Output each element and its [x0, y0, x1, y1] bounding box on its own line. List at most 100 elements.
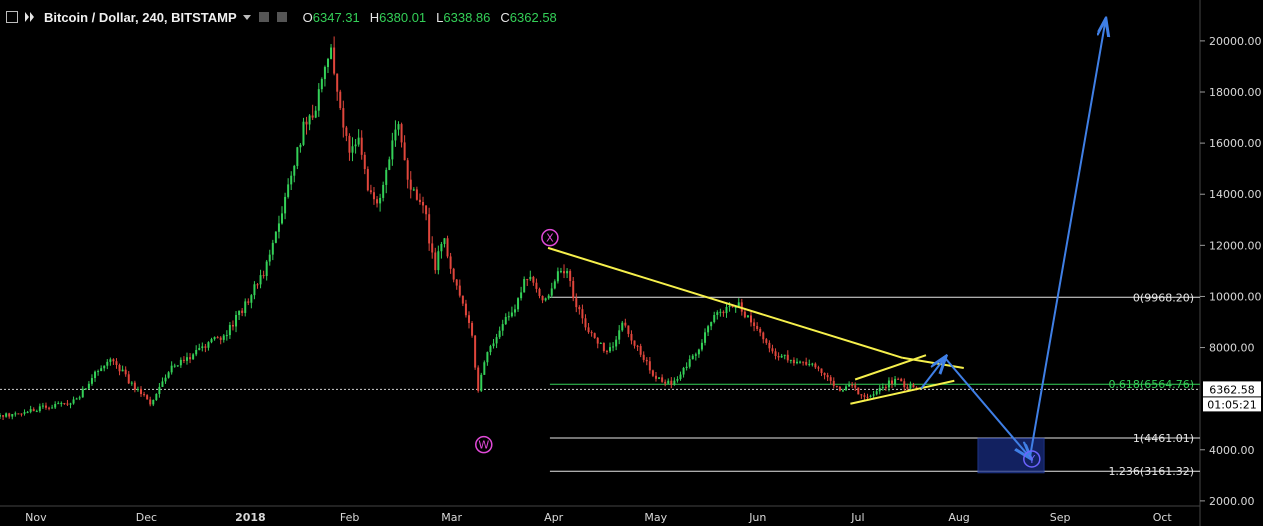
candle-body [538, 288, 541, 296]
symbol-logo-icon [25, 12, 34, 22]
settings-square-icon[interactable] [258, 12, 269, 22]
candle-body [602, 342, 605, 351]
candle-body [722, 311, 725, 314]
x-tick-label: Feb [340, 511, 359, 524]
x-tick-label: Mar [441, 511, 462, 524]
candle-body [0, 415, 1, 417]
candle-body [185, 357, 188, 361]
candle-body [308, 115, 311, 125]
candle-body [510, 312, 513, 317]
candle-body [464, 303, 467, 316]
candle-body [109, 359, 112, 362]
candle-body [759, 328, 762, 333]
candle-body [728, 305, 731, 308]
candle-body [440, 244, 443, 252]
candle-body [599, 342, 602, 344]
candle-body [881, 387, 884, 389]
candle-body [541, 295, 544, 301]
symbol-title[interactable]: Bitcoin / Dollar, 240, BITSTAMP [44, 9, 237, 25]
candle-body [90, 378, 93, 384]
candle-body [176, 365, 179, 367]
candle-body [207, 342, 210, 348]
candle-body [596, 337, 599, 344]
y-tick-label: 20000.00 [1209, 35, 1262, 48]
wave-label-text: W [478, 439, 489, 452]
candle-body [72, 399, 75, 404]
candle-body [219, 337, 222, 340]
candle-body [124, 369, 127, 375]
y-tick-label: 10000.00 [1209, 290, 1262, 303]
candle-body [446, 238, 449, 257]
candle-body [394, 129, 397, 141]
candle-body [336, 73, 339, 92]
candle-body [302, 121, 305, 145]
candle-body [817, 367, 820, 369]
candle-body [630, 333, 633, 341]
candle-body [412, 189, 415, 191]
candle-body [612, 346, 615, 348]
x-tick-label: Oct [1153, 511, 1173, 524]
fib-levels[interactable]: 0(9968.20) 0.618(6564.76) 1(4461.01) 1.236(… [549, 291, 1200, 478]
candle-body [875, 391, 878, 395]
candle-body [38, 406, 41, 412]
candle-body [587, 327, 590, 333]
trendline[interactable] [547, 246, 903, 359]
candle-body [633, 340, 636, 346]
candle-body [621, 322, 624, 331]
candle-body [860, 394, 863, 396]
candle-body [884, 387, 887, 389]
candle-body [734, 307, 737, 309]
time-axis[interactable]: Nov Dec 2018 Feb Mar Apr May Jun Jul Aug Sep Oct [25, 511, 1172, 524]
candle-body [164, 377, 167, 382]
settings-square-icon-2[interactable] [276, 12, 287, 22]
candle-body [777, 356, 780, 358]
candle-body [284, 196, 287, 214]
candle-body [593, 333, 596, 338]
candle-body [838, 386, 841, 391]
projection-arrows[interactable] [920, 20, 1106, 458]
candle-body [290, 175, 293, 185]
candle-body [259, 275, 262, 285]
candle-body [179, 359, 182, 366]
fib-label: 0(9968.20) [1133, 291, 1194, 304]
candle-body [851, 384, 854, 386]
collapse-icon[interactable] [6, 11, 18, 23]
candle-body [434, 252, 437, 271]
candle-body [520, 292, 523, 299]
candle-body [737, 302, 740, 308]
candle-body [323, 67, 326, 80]
candle-body [529, 276, 532, 280]
candle-body [437, 251, 440, 271]
candle-body [455, 279, 458, 286]
candle-body [704, 332, 707, 343]
wave-label-text: X [546, 232, 554, 245]
candle-body [661, 377, 664, 382]
candle-body [590, 332, 593, 334]
candle-body [418, 199, 421, 203]
candle-body [458, 285, 461, 296]
candle-body [379, 197, 382, 204]
candle-body [544, 298, 547, 301]
candle-body [452, 268, 455, 280]
trendline[interactable] [854, 354, 927, 381]
price-tag-bg [1203, 381, 1261, 397]
projection-arrow[interactable] [920, 358, 945, 390]
projection-arrow[interactable] [1028, 20, 1106, 458]
candle-body [231, 325, 234, 327]
candle-body [569, 271, 572, 281]
candle-body [112, 359, 115, 362]
candle-body [679, 374, 682, 380]
candle-body [762, 332, 765, 340]
candle-body [48, 407, 51, 409]
wave-label-circle [475, 435, 493, 454]
candle-body [489, 346, 492, 353]
candle-body [501, 324, 504, 331]
projection-arrow[interactable] [944, 357, 1030, 458]
candle-body [155, 393, 158, 401]
chevron-down-icon[interactable] [242, 14, 251, 20]
price-axis[interactable]: 20000.00 18000.00 16000.00 14000.00 12000.00… [1200, 35, 1262, 508]
trendline[interactable] [850, 379, 955, 405]
candle-body [115, 361, 118, 365]
candle-body [189, 357, 192, 360]
